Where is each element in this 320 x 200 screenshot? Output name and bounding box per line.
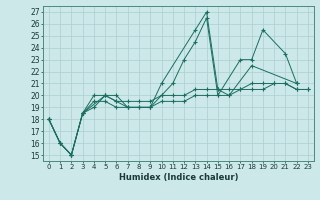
X-axis label: Humidex (Indice chaleur): Humidex (Indice chaleur): [119, 173, 238, 182]
